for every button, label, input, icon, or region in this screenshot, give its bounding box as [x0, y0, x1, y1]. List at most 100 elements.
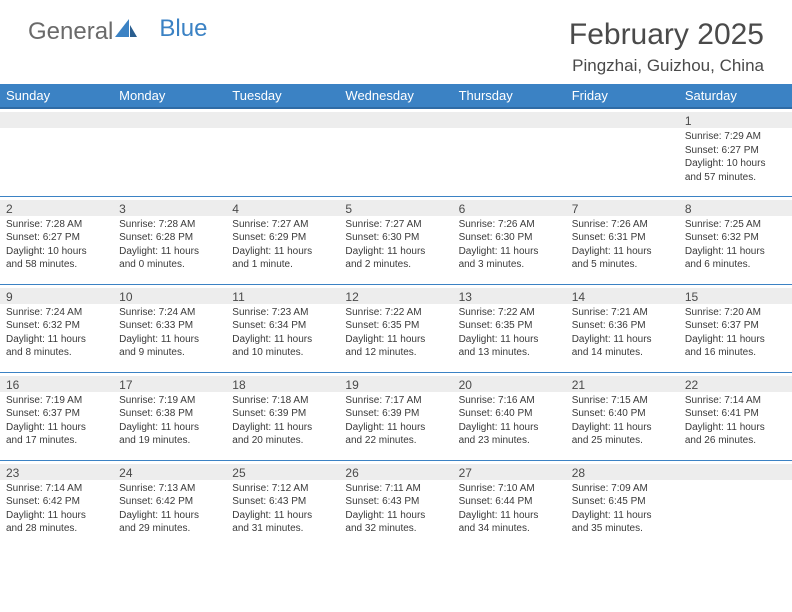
day-info-line: Sunrise: 7:25 AM	[685, 218, 786, 232]
day-info-line: Daylight: 11 hours	[119, 509, 220, 523]
day-info-line: and 1 minute.	[232, 258, 333, 272]
day-number: 7	[572, 202, 673, 216]
day-info-line: and 13 minutes.	[459, 346, 560, 360]
calendar-day-cell: 4Sunrise: 7:27 AMSunset: 6:29 PMDaylight…	[226, 196, 339, 284]
location-label: Pingzhai, Guizhou, China	[569, 56, 764, 76]
calendar-day-cell: 27Sunrise: 7:10 AMSunset: 6:44 PMDayligh…	[453, 460, 566, 548]
day-info-line: and 3 minutes.	[459, 258, 560, 272]
calendar-day-cell: 23Sunrise: 7:14 AMSunset: 6:42 PMDayligh…	[0, 460, 113, 548]
day-info-line: and 20 minutes.	[232, 434, 333, 448]
logo-text-general: General	[28, 18, 113, 46]
day-info-line: Sunset: 6:30 PM	[345, 231, 446, 245]
calendar-day-cell	[226, 108, 339, 196]
day-info-line: Sunset: 6:34 PM	[232, 319, 333, 333]
day-info-line: Sunset: 6:29 PM	[232, 231, 333, 245]
day-info-line: and 31 minutes.	[232, 522, 333, 536]
calendar-day-cell	[113, 108, 226, 196]
day-info-line: Daylight: 10 hours	[6, 245, 107, 259]
calendar-week-row: 9Sunrise: 7:24 AMSunset: 6:32 PMDaylight…	[0, 284, 792, 372]
day-info-line: Daylight: 11 hours	[119, 245, 220, 259]
weekday-header: Friday	[566, 84, 679, 108]
day-info-line: Sunset: 6:39 PM	[232, 407, 333, 421]
day-info-line: Sunrise: 7:18 AM	[232, 394, 333, 408]
day-info-line: Sunrise: 7:28 AM	[6, 218, 107, 232]
day-info-line: Sunrise: 7:13 AM	[119, 482, 220, 496]
day-info-line: and 16 minutes.	[685, 346, 786, 360]
day-info-line: and 14 minutes.	[572, 346, 673, 360]
day-number: 11	[232, 290, 333, 304]
weekday-header: Wednesday	[339, 84, 452, 108]
day-number: 1	[685, 114, 786, 128]
logo-text-blue: Blue	[159, 15, 207, 43]
weekday-header: Thursday	[453, 84, 566, 108]
day-number: 6	[459, 202, 560, 216]
day-number: 13	[459, 290, 560, 304]
calendar-day-cell: 22Sunrise: 7:14 AMSunset: 6:41 PMDayligh…	[679, 372, 792, 460]
day-info-line: and 29 minutes.	[119, 522, 220, 536]
weekday-header: Tuesday	[226, 84, 339, 108]
day-info-line: Daylight: 11 hours	[345, 333, 446, 347]
calendar-day-cell: 19Sunrise: 7:17 AMSunset: 6:39 PMDayligh…	[339, 372, 452, 460]
weekday-header-row: SundayMondayTuesdayWednesdayThursdayFrid…	[0, 84, 792, 108]
day-info-line: and 57 minutes.	[685, 171, 786, 185]
calendar-week-row: 23Sunrise: 7:14 AMSunset: 6:42 PMDayligh…	[0, 460, 792, 548]
day-info-line: Sunrise: 7:26 AM	[572, 218, 673, 232]
month-title: February 2025	[569, 18, 764, 52]
day-info-line: Sunset: 6:42 PM	[119, 495, 220, 509]
day-number: 26	[345, 466, 446, 480]
day-info-line: Sunrise: 7:09 AM	[572, 482, 673, 496]
day-info-line: Sunset: 6:42 PM	[6, 495, 107, 509]
day-info-line: Daylight: 11 hours	[685, 421, 786, 435]
day-info-line: and 0 minutes.	[119, 258, 220, 272]
day-number: 12	[345, 290, 446, 304]
calendar-day-cell: 28Sunrise: 7:09 AMSunset: 6:45 PMDayligh…	[566, 460, 679, 548]
day-info-line: Sunrise: 7:23 AM	[232, 306, 333, 320]
day-info-line: Sunset: 6:37 PM	[6, 407, 107, 421]
day-info-line: Daylight: 11 hours	[459, 333, 560, 347]
day-info-line: Sunset: 6:39 PM	[345, 407, 446, 421]
day-info-line: and 34 minutes.	[459, 522, 560, 536]
day-info-line: Sunset: 6:32 PM	[6, 319, 107, 333]
day-info-line: Sunrise: 7:19 AM	[119, 394, 220, 408]
day-info-line: and 58 minutes.	[6, 258, 107, 272]
day-info-line: Daylight: 11 hours	[685, 333, 786, 347]
calendar-week-row: 16Sunrise: 7:19 AMSunset: 6:37 PMDayligh…	[0, 372, 792, 460]
day-info-line: and 19 minutes.	[119, 434, 220, 448]
day-number: 20	[459, 378, 560, 392]
day-number: 22	[685, 378, 786, 392]
day-info-line: Sunrise: 7:27 AM	[345, 218, 446, 232]
calendar-week-row: 1Sunrise: 7:29 AMSunset: 6:27 PMDaylight…	[0, 108, 792, 196]
calendar-day-cell: 12Sunrise: 7:22 AMSunset: 6:35 PMDayligh…	[339, 284, 452, 372]
day-info-line: Daylight: 11 hours	[119, 421, 220, 435]
day-info-line: Daylight: 11 hours	[345, 509, 446, 523]
day-info-line: Sunset: 6:44 PM	[459, 495, 560, 509]
day-info-line: and 10 minutes.	[232, 346, 333, 360]
day-number: 18	[232, 378, 333, 392]
calendar-day-cell: 11Sunrise: 7:23 AMSunset: 6:34 PMDayligh…	[226, 284, 339, 372]
calendar-day-cell: 26Sunrise: 7:11 AMSunset: 6:43 PMDayligh…	[339, 460, 452, 548]
day-info-line: Sunset: 6:43 PM	[345, 495, 446, 509]
day-info-line: Sunrise: 7:22 AM	[345, 306, 446, 320]
day-info-line: Sunset: 6:41 PM	[685, 407, 786, 421]
calendar-day-cell: 9Sunrise: 7:24 AMSunset: 6:32 PMDaylight…	[0, 284, 113, 372]
logo: General Blue	[28, 18, 207, 46]
day-info-line: and 25 minutes.	[572, 434, 673, 448]
calendar-day-cell: 6Sunrise: 7:26 AMSunset: 6:30 PMDaylight…	[453, 196, 566, 284]
day-info-line: Sunrise: 7:29 AM	[685, 130, 786, 144]
day-info-line: Sunset: 6:31 PM	[572, 231, 673, 245]
day-info-line: and 2 minutes.	[345, 258, 446, 272]
calendar-day-cell: 7Sunrise: 7:26 AMSunset: 6:31 PMDaylight…	[566, 196, 679, 284]
day-info-line: and 35 minutes.	[572, 522, 673, 536]
day-info-line: and 12 minutes.	[345, 346, 446, 360]
day-number: 5	[345, 202, 446, 216]
day-info-line: Sunrise: 7:21 AM	[572, 306, 673, 320]
day-number: 17	[119, 378, 220, 392]
day-info-line: Daylight: 10 hours	[685, 157, 786, 171]
calendar-day-cell	[566, 108, 679, 196]
calendar-day-cell: 1Sunrise: 7:29 AMSunset: 6:27 PMDaylight…	[679, 108, 792, 196]
day-number: 15	[685, 290, 786, 304]
header: General Blue February 2025 Pingzhai, Gui…	[0, 0, 792, 84]
day-info-line: Daylight: 11 hours	[6, 333, 107, 347]
calendar-day-cell: 13Sunrise: 7:22 AMSunset: 6:35 PMDayligh…	[453, 284, 566, 372]
day-info-line: Sunset: 6:36 PM	[572, 319, 673, 333]
